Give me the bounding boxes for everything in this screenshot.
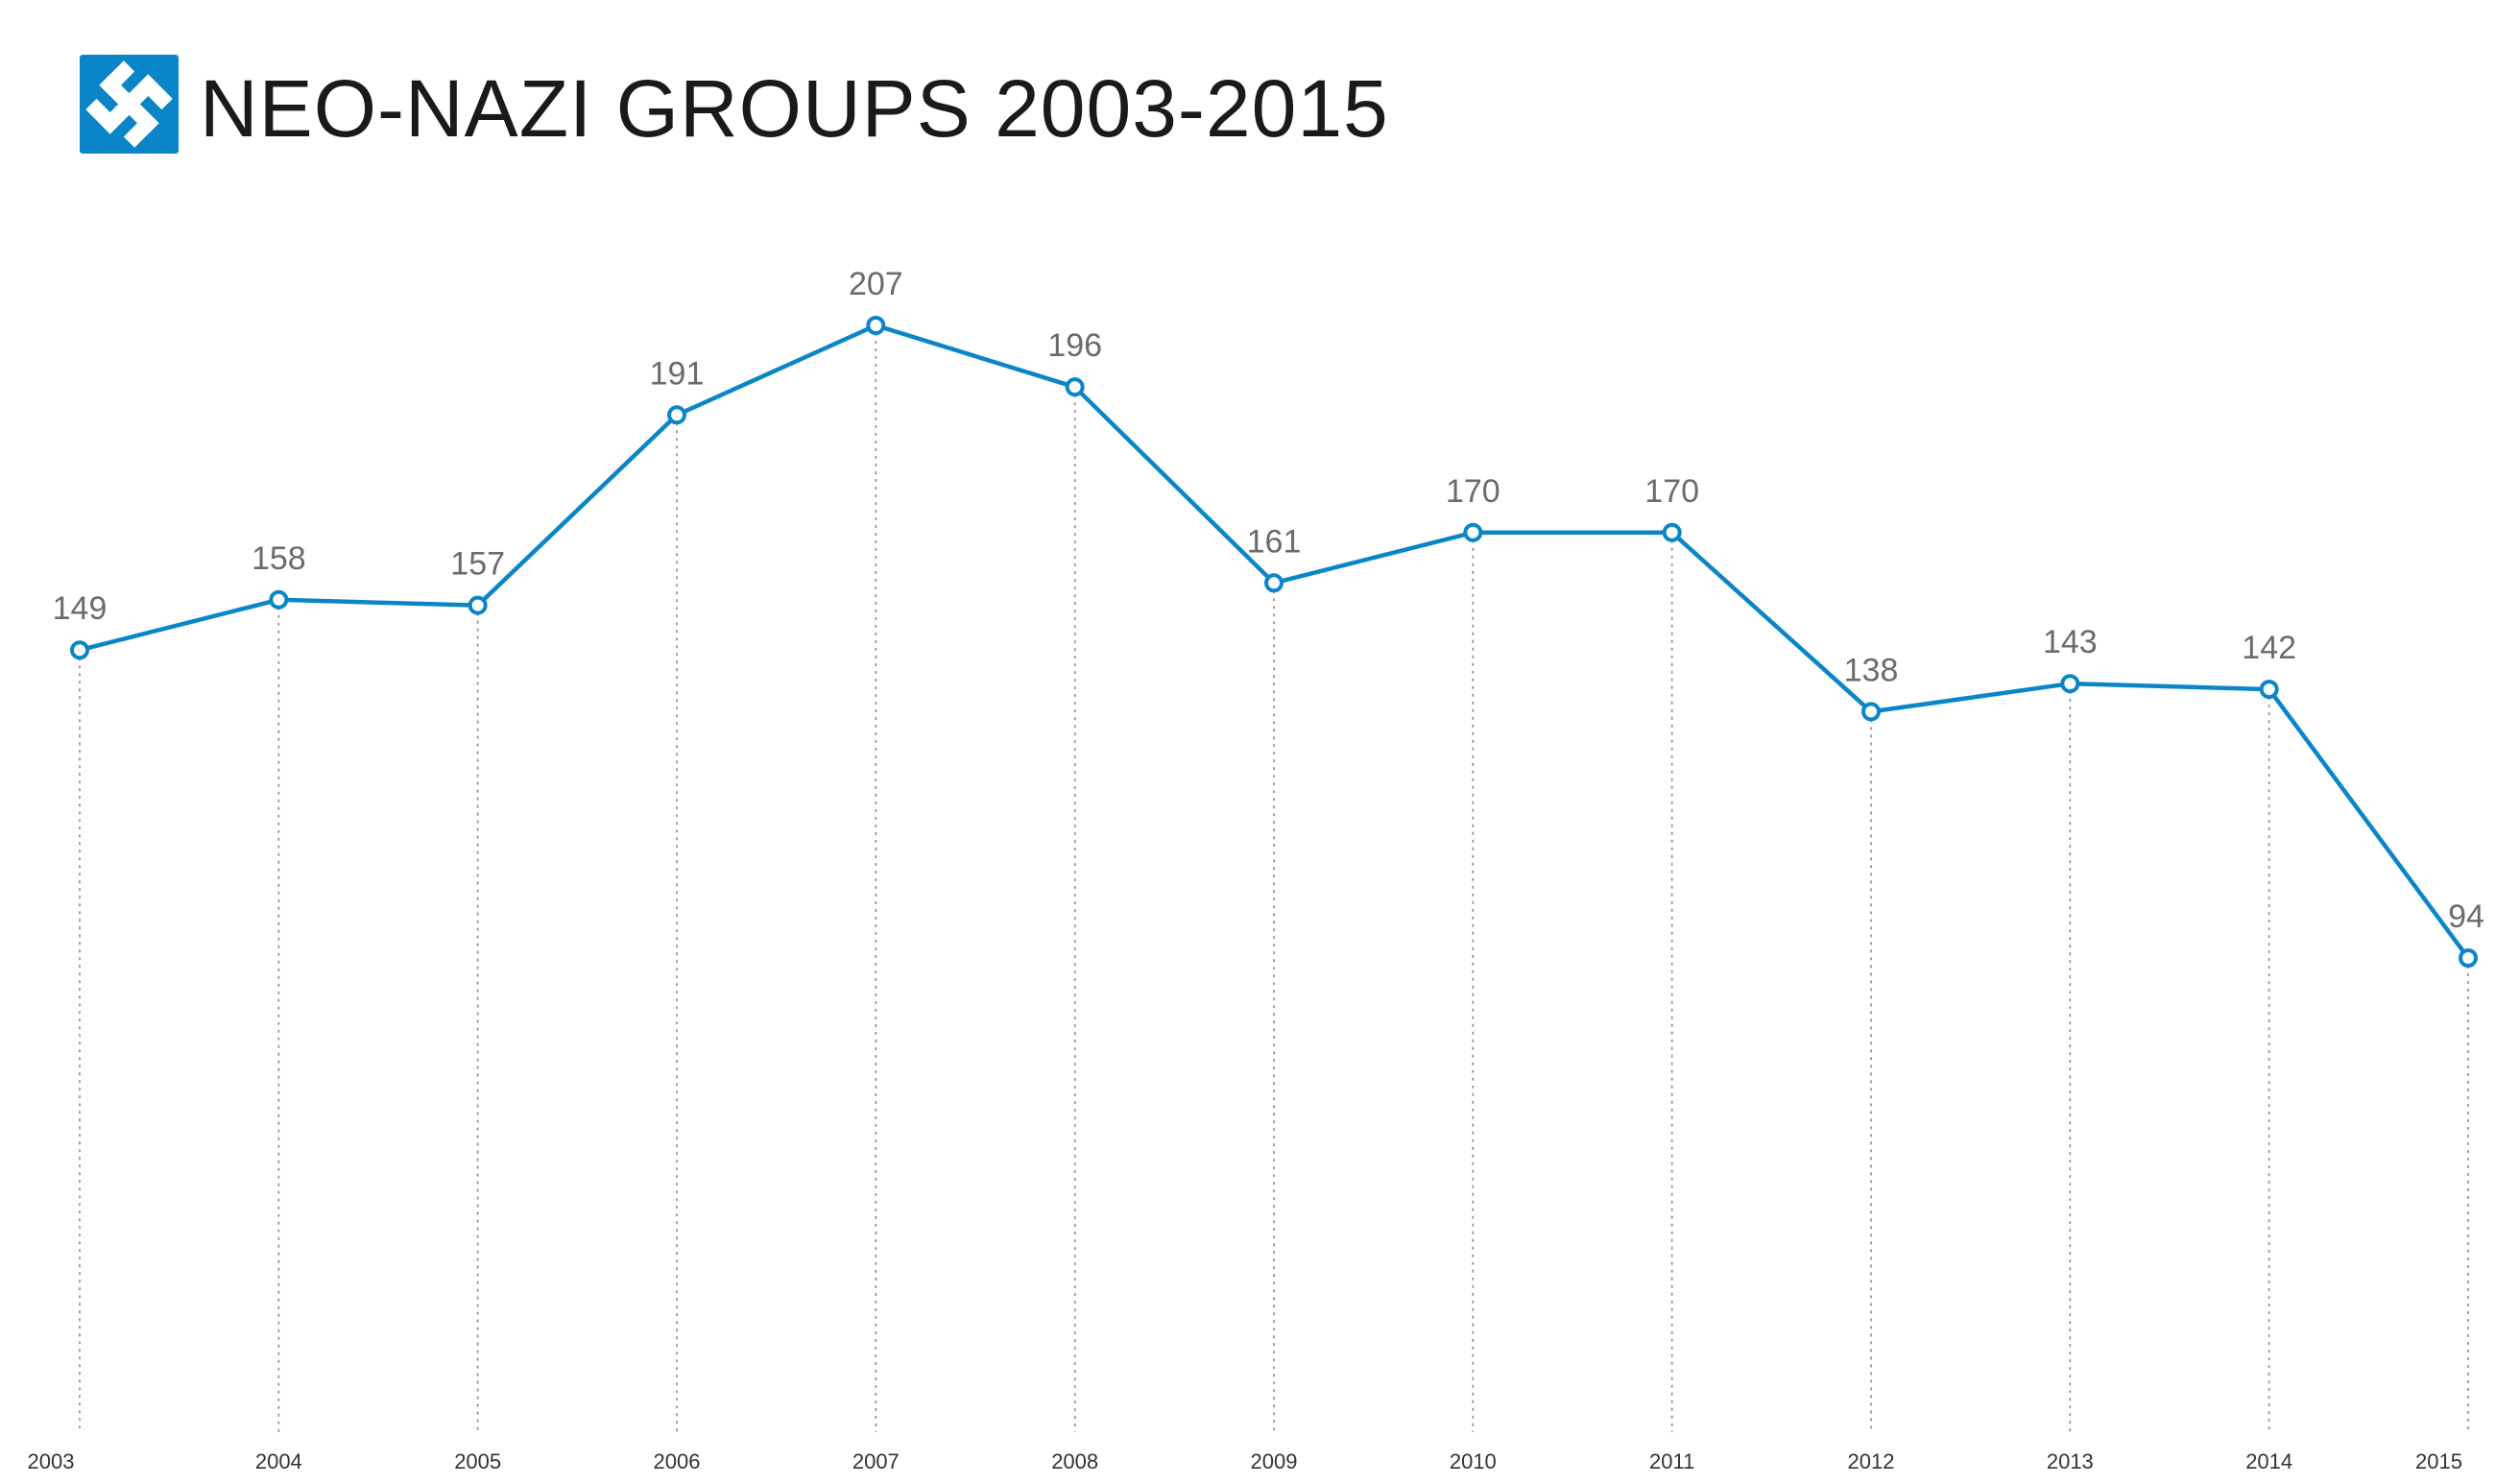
data-label-2011: 170 bbox=[1644, 473, 1699, 510]
data-points bbox=[70, 316, 2478, 968]
data-point-2015 bbox=[2459, 948, 2478, 968]
data-point-2009 bbox=[1264, 573, 1284, 593]
data-label-2012: 138 bbox=[1844, 652, 1899, 688]
data-point-2006 bbox=[667, 405, 686, 425]
x-tick-label-2014: 2014 bbox=[2245, 1449, 2292, 1473]
data-point-2005 bbox=[468, 595, 488, 615]
chart-title: NEO-NAZI GROUPS 2003-2015 bbox=[200, 63, 1389, 154]
x-tick-label-2006: 2006 bbox=[654, 1449, 701, 1473]
data-label-2013: 143 bbox=[2043, 624, 2098, 660]
data-point-2013 bbox=[2060, 674, 2080, 694]
x-tick-label-2005: 2005 bbox=[454, 1449, 501, 1473]
data-label-2005: 157 bbox=[450, 546, 505, 583]
x-tick-label-2015: 2015 bbox=[2415, 1449, 2462, 1473]
data-labels: 149 158 157 191 207 196 161 170 170 138 143 142 94 bbox=[53, 266, 2484, 935]
logo bbox=[80, 55, 179, 154]
data-point-2011 bbox=[1662, 522, 1682, 542]
data-point-2003 bbox=[70, 640, 89, 660]
x-tick-label-2003: 2003 bbox=[28, 1449, 75, 1473]
swastika-icon bbox=[85, 60, 173, 148]
x-tick-label-2008: 2008 bbox=[1051, 1449, 1098, 1473]
x-tick-label-2013: 2013 bbox=[2047, 1449, 2094, 1473]
data-label-2007: 207 bbox=[849, 266, 903, 302]
data-label-2004: 158 bbox=[252, 540, 306, 577]
x-tick-label-2011: 2011 bbox=[1649, 1449, 1694, 1473]
x-tick-label-2010: 2010 bbox=[1450, 1449, 1497, 1473]
data-point-2007 bbox=[866, 316, 886, 335]
data-label-2003: 149 bbox=[53, 590, 108, 627]
data-point-2014 bbox=[2259, 680, 2279, 700]
x-tick-label-2009: 2009 bbox=[1251, 1449, 1298, 1473]
x-axis-labels: 2003 2004 2005 2006 2007 2008 2009 2010 2011 2012… bbox=[28, 1449, 2462, 1473]
data-point-2008 bbox=[1065, 377, 1085, 397]
data-point-2004 bbox=[269, 589, 289, 610]
x-tick-label-2004: 2004 bbox=[255, 1449, 302, 1473]
data-label-2009: 161 bbox=[1247, 523, 1302, 560]
data-label-2015: 94 bbox=[2448, 898, 2484, 935]
data-label-2008: 196 bbox=[1047, 327, 1102, 364]
data-point-2012 bbox=[1861, 702, 1881, 722]
x-tick-label-2007: 2007 bbox=[852, 1449, 900, 1473]
data-label-2014: 142 bbox=[2242, 630, 2296, 666]
data-label-2006: 191 bbox=[650, 355, 705, 392]
data-label-2010: 170 bbox=[1446, 473, 1500, 510]
guide-lines bbox=[79, 325, 2469, 1432]
x-tick-label-2012: 2012 bbox=[1848, 1449, 1895, 1473]
series-line bbox=[79, 323, 2470, 960]
data-point-2010 bbox=[1463, 522, 1483, 542]
